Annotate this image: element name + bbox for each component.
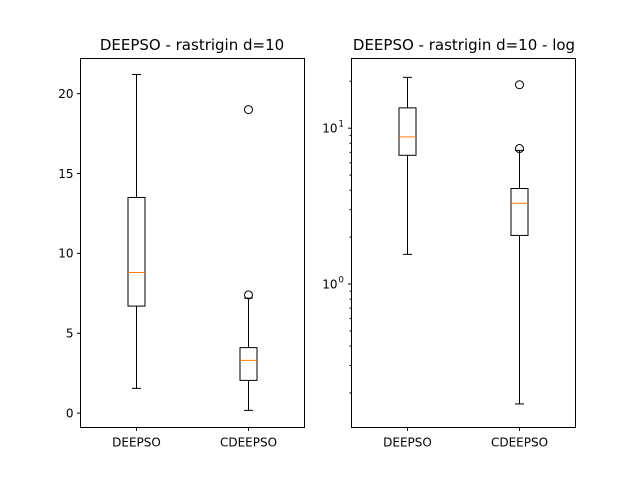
left-y-tick-label: 20 xyxy=(58,87,73,101)
right-x-ticks: DEEPSO CDEEPSO xyxy=(383,427,548,450)
left-x-ticks: DEEPSO CDEEPSO xyxy=(112,427,277,450)
left-y-tick-label: 5 xyxy=(66,327,74,341)
left-y-tick-label: 0 xyxy=(66,406,74,420)
left-y-tick-label: 15 xyxy=(58,167,73,181)
left-axes-frame xyxy=(80,58,305,428)
right-cdeepso-outlier xyxy=(515,80,524,90)
left-cdeepso-box xyxy=(239,347,258,381)
left-boxes xyxy=(127,73,258,411)
left-y-ticks: 0 5 10 15 20 xyxy=(58,87,81,420)
right-deepso-box xyxy=(398,107,417,156)
right-cdeepso-box xyxy=(510,188,529,236)
right-axes-frame xyxy=(351,58,576,428)
right-chart-title: DEEPSO - rastrigin d=10 - log xyxy=(353,36,575,54)
right-y-tick-base: 10 xyxy=(322,277,337,291)
right-y-tick-exponent: 1 xyxy=(339,120,344,130)
right-cdeepso-outlier xyxy=(515,144,524,154)
left-chart-title: DEEPSO - rastrigin d=10 xyxy=(100,36,284,54)
left-y-tick-label: 10 xyxy=(58,247,73,261)
left-cdeepso-outlier xyxy=(244,105,253,115)
right-y-tick-base: 10 xyxy=(322,121,337,135)
left-deepso-box-group xyxy=(127,73,146,389)
left-cdeepso-outlier xyxy=(244,290,253,300)
left-x-tick-label-deepso: DEEPSO xyxy=(112,436,161,450)
right-y-tick-label: 10 xyxy=(322,277,337,291)
left-deepso-box xyxy=(127,196,146,307)
right-cdeepso-box-group xyxy=(510,80,529,405)
right-x-tick-label-deepso: DEEPSO xyxy=(383,436,432,450)
left-boxplot-axes: DEEPSO - rastrigin d=10 0 5 10 15 20 DEEPSO C… xyxy=(58,36,305,450)
left-cdeepso-box-group xyxy=(239,105,258,411)
right-deepso-box-group xyxy=(398,76,417,255)
left-x-tick-label-cdeepso: CDEEPSO xyxy=(220,436,277,450)
right-boxes xyxy=(398,76,529,405)
right-x-tick-label-cdeepso: CDEEPSO xyxy=(491,436,548,450)
right-y-tick-label: 10 xyxy=(322,121,337,135)
right-y-tick-exponent: 0 xyxy=(339,276,344,286)
